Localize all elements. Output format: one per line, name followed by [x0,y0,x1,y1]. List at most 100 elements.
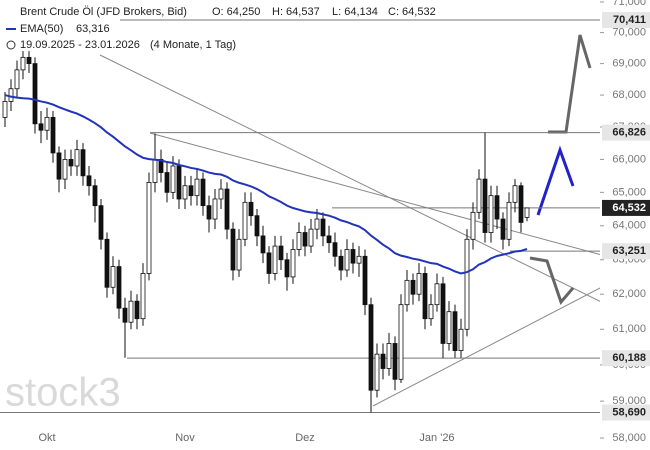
x-tick-label: Nov [175,432,195,444]
candle-body [386,343,392,369]
candle-body [140,273,146,320]
candle-body [440,283,446,344]
candle-body [278,245,284,261]
candle-body [392,343,398,380]
y-tick-label: 58,000 [612,432,646,444]
candle-body [524,207,530,218]
x-tick-label: Dez [295,432,315,444]
ohlc: H: 64,537 [272,6,320,18]
level-label: 64,532 [612,202,646,214]
candle-body [26,56,32,65]
candle-body [476,178,482,213]
candle-body [200,178,206,207]
candle-body [134,300,140,320]
level-box [602,243,650,260]
y-tick-label: 71,000 [612,0,646,8]
candle-body [338,255,344,271]
candle-body [176,165,182,200]
candle-body [20,56,26,71]
level-box [602,350,650,367]
candle-body [2,101,8,118]
candle-body [344,249,350,271]
y-tick-label: 64,000 [612,220,646,232]
candle-body [206,205,212,220]
candle-body [380,353,386,369]
x-tick-label: Jan '26 [419,432,454,444]
level-box [602,199,650,216]
candle-body [416,273,422,295]
candle-body [290,249,296,278]
level-label: 60,188 [612,352,646,364]
candle-body [122,307,128,323]
candle-body [98,205,104,240]
candle-body [248,201,254,217]
candle-body [314,218,320,230]
legend-value: 63,316 [76,23,110,35]
candle-body [302,232,308,247]
trend-lines [99,54,650,407]
candle-body [44,116,50,131]
y-tick-label: 70,000 [612,26,646,38]
level-box [602,404,650,421]
candle-body [92,185,98,207]
level-label: 70,411 [613,14,646,26]
candle-body [254,215,260,237]
candle-body [56,152,62,180]
candle-body [38,123,44,131]
y-tick-label: 68,000 [612,89,646,101]
candle-body [230,228,236,271]
ohlc: C: 64,532 [388,6,436,18]
candle-body [146,182,152,274]
candle-body [458,328,464,351]
candle-body [152,159,158,183]
candle-body [62,159,68,180]
projection-arrow [536,145,575,216]
projections [529,34,592,305]
candle-body [182,185,188,200]
candle-body [308,228,314,247]
candle-body [404,279,410,306]
candle-body [518,185,524,223]
candle-body [212,198,218,220]
trend-line [149,132,650,269]
candle-body [284,259,290,278]
candle-body [398,304,404,380]
y-tick-label: 65,000 [612,186,646,198]
candle-body [320,218,326,237]
plot [0,19,600,414]
candle-body [128,300,134,323]
watermark: stock3 [5,371,121,415]
candle-body [8,88,14,102]
date-range: 19.09.2025 - 23.01.2026 [20,39,140,51]
candle-body [422,273,428,320]
candle-body [410,279,416,295]
candle-body [86,175,92,187]
x-tick-label: Okt [38,432,55,444]
level-label: 63,251 [612,245,646,257]
ema-line [4,94,528,275]
period: (4 Monate, 1 Tag) [150,39,236,51]
candle-body [374,353,380,391]
candle-body [362,255,368,306]
title: Brent Crude Öl (JFD Brokers, Bid) [20,6,187,18]
candle-body [116,266,122,309]
y-tick-label: 66,000 [612,153,646,165]
candle-body [332,242,338,257]
candle-body [218,188,224,200]
candle-body [368,304,374,391]
projection-arrow [529,256,575,305]
candle-body [452,311,458,351]
candle-body [188,185,194,197]
y-tick-label: 62,000 [612,288,646,300]
candle-body [500,218,506,240]
candle-body [266,252,272,274]
level-label: 66,826 [612,127,646,139]
legend-label: EMA(50) [20,23,63,35]
candle-body [470,211,476,240]
candle-body [512,185,518,203]
candle-body [356,255,362,264]
candle-body [194,178,200,197]
candle-body [260,235,266,254]
candle-body [242,201,248,240]
